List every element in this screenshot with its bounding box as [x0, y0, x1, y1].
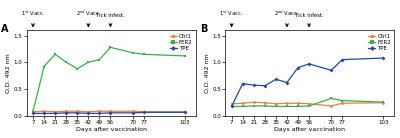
- Text: Tick infest.: Tick infest.: [96, 13, 125, 26]
- Text: 1$^{st}$ Vacc.: 1$^{st}$ Vacc.: [21, 10, 45, 26]
- TPE: [251, 84, 256, 86]
- TPE: [262, 85, 267, 87]
- FER2: [296, 106, 300, 107]
- TPE: [141, 112, 146, 113]
- Ctrl1: [251, 101, 256, 103]
- FER2: [97, 59, 102, 60]
- Ctrl1: [381, 102, 386, 104]
- TPE: [86, 113, 91, 114]
- TPE: [64, 112, 69, 114]
- Ctrl1: [296, 102, 300, 104]
- Y-axis label: O.D. 492 nm: O.D. 492 nm: [205, 53, 210, 93]
- Text: A: A: [1, 24, 9, 34]
- FER2: [53, 54, 58, 55]
- FER2: [284, 106, 289, 107]
- Ctrl1: [329, 105, 334, 107]
- Ctrl1: [97, 110, 102, 112]
- Line: FER2: FER2: [32, 46, 186, 113]
- FER2: [340, 100, 345, 101]
- Line: Ctrl1: Ctrl1: [230, 101, 385, 107]
- TPE: [97, 113, 102, 114]
- Ctrl1: [307, 103, 312, 105]
- TPE: [307, 63, 312, 65]
- TPE: [284, 82, 289, 83]
- FER2: [274, 106, 278, 107]
- Line: FER2: FER2: [230, 97, 385, 108]
- TPE: [75, 112, 80, 114]
- Ctrl1: [42, 110, 46, 112]
- FER2: [251, 105, 256, 107]
- Line: Ctrl1: Ctrl1: [32, 110, 186, 113]
- Legend: Ctrl1, FER2, TPE: Ctrl1, FER2, TPE: [169, 33, 193, 51]
- FER2: [381, 101, 386, 103]
- TPE: [381, 57, 386, 59]
- TPE: [31, 113, 36, 114]
- TPE: [329, 69, 334, 71]
- Text: 1$^{st}$ Vacc.: 1$^{st}$ Vacc.: [220, 10, 244, 26]
- Ctrl1: [182, 111, 187, 113]
- FER2: [64, 61, 69, 63]
- TPE: [42, 113, 46, 114]
- Ctrl1: [229, 103, 234, 105]
- Ctrl1: [31, 111, 36, 113]
- Text: 2$^{nd}$ Vacc.: 2$^{nd}$ Vacc.: [76, 9, 101, 26]
- FER2: [75, 68, 80, 70]
- Ctrl1: [108, 110, 113, 112]
- TPE: [108, 112, 113, 114]
- Ctrl1: [262, 102, 267, 104]
- Ctrl1: [141, 111, 146, 113]
- Y-axis label: O.D. 492 nm: O.D. 492 nm: [6, 53, 11, 93]
- X-axis label: Days after vaccination: Days after vaccination: [76, 128, 147, 132]
- Ctrl1: [240, 102, 245, 104]
- FER2: [307, 105, 312, 107]
- Ctrl1: [284, 102, 289, 104]
- TPE: [296, 67, 300, 68]
- TPE: [53, 113, 58, 114]
- Ctrl1: [86, 111, 91, 113]
- FER2: [240, 106, 245, 107]
- Line: TPE: TPE: [230, 57, 385, 108]
- TPE: [130, 112, 135, 114]
- Legend: Ctrl1, FER2, TPE: Ctrl1, FER2, TPE: [368, 33, 392, 51]
- TPE: [240, 83, 245, 84]
- TPE: [229, 106, 234, 107]
- FER2: [31, 110, 36, 112]
- FER2: [108, 47, 113, 48]
- Text: B: B: [200, 24, 207, 34]
- Ctrl1: [64, 110, 69, 112]
- FER2: [182, 55, 187, 57]
- FER2: [262, 105, 267, 107]
- FER2: [229, 106, 234, 107]
- FER2: [141, 54, 146, 55]
- Ctrl1: [53, 111, 58, 113]
- Line: TPE: TPE: [32, 111, 186, 115]
- Ctrl1: [340, 102, 345, 104]
- FER2: [42, 66, 46, 67]
- Ctrl1: [130, 110, 135, 112]
- TPE: [340, 59, 345, 60]
- FER2: [130, 52, 135, 54]
- X-axis label: Days after vaccination: Days after vaccination: [274, 128, 345, 132]
- FER2: [86, 61, 91, 63]
- TPE: [182, 112, 187, 113]
- FER2: [329, 98, 334, 99]
- Text: Tick infest.: Tick infest.: [295, 13, 324, 26]
- TPE: [274, 79, 278, 80]
- Ctrl1: [274, 103, 278, 105]
- Ctrl1: [75, 110, 80, 112]
- Text: 2$^{nd}$ Vacc.: 2$^{nd}$ Vacc.: [274, 9, 300, 26]
